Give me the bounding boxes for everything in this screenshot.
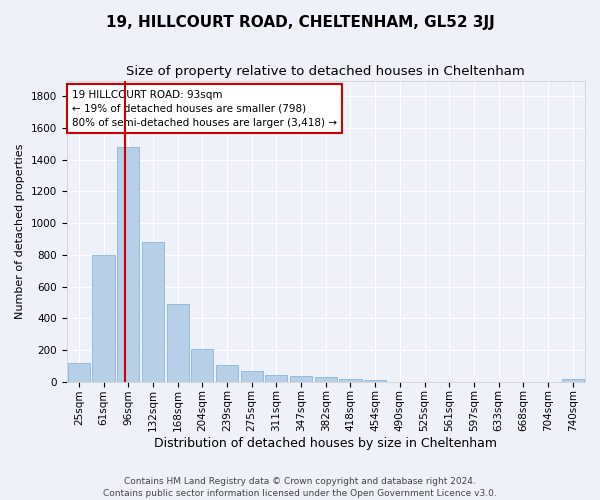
Bar <box>191 349 214 382</box>
Bar <box>340 378 362 382</box>
Bar <box>216 365 238 382</box>
Text: 19 HILLCOURT ROAD: 93sqm
← 19% of detached houses are smaller (798)
80% of semi-: 19 HILLCOURT ROAD: 93sqm ← 19% of detach… <box>72 90 337 128</box>
Bar <box>68 362 90 382</box>
Bar <box>142 242 164 382</box>
Bar <box>290 376 312 382</box>
Text: Contains HM Land Registry data © Crown copyright and database right 2024.
Contai: Contains HM Land Registry data © Crown c… <box>103 476 497 498</box>
Bar <box>265 375 287 382</box>
Text: 19, HILLCOURT ROAD, CHELTENHAM, GL52 3JJ: 19, HILLCOURT ROAD, CHELTENHAM, GL52 3JJ <box>106 15 494 30</box>
Title: Size of property relative to detached houses in Cheltenham: Size of property relative to detached ho… <box>127 65 525 78</box>
Bar <box>117 147 139 382</box>
Bar <box>92 255 115 382</box>
Bar <box>364 380 386 382</box>
X-axis label: Distribution of detached houses by size in Cheltenham: Distribution of detached houses by size … <box>154 437 497 450</box>
Y-axis label: Number of detached properties: Number of detached properties <box>15 144 25 319</box>
Bar <box>167 304 189 382</box>
Bar <box>314 377 337 382</box>
Bar <box>241 372 263 382</box>
Bar <box>562 380 584 382</box>
